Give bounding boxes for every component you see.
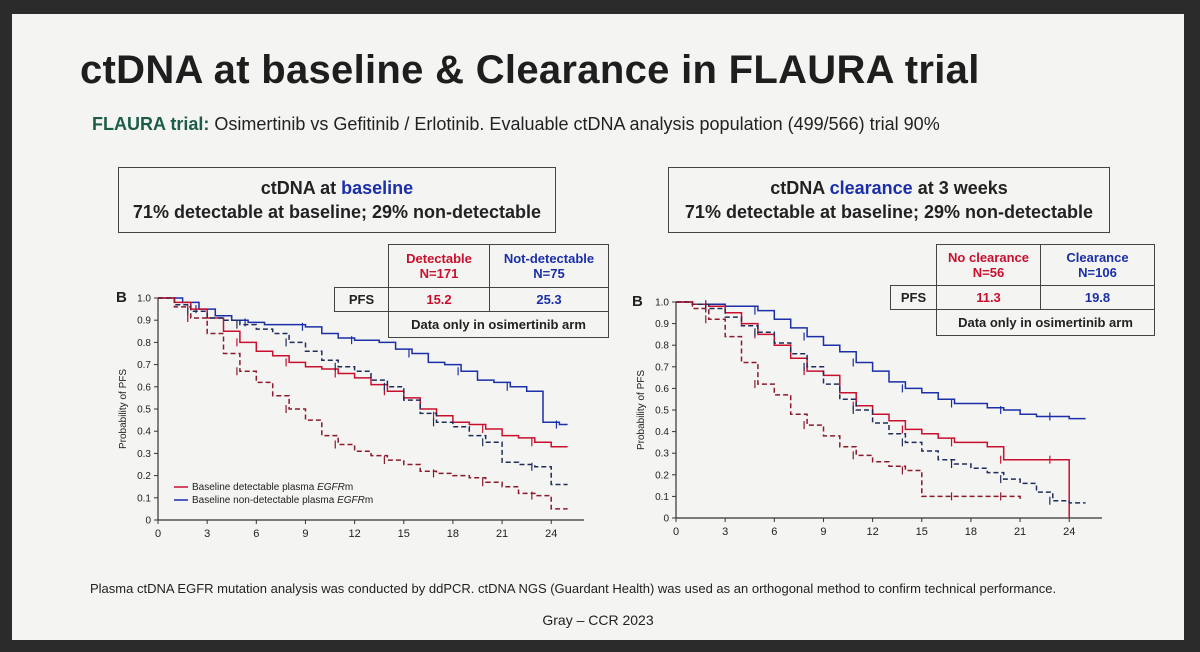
- slide-title: ctDNA at baseline & Clearance in FLAURA …: [80, 48, 980, 92]
- baseline-series-1-line: [158, 297, 568, 448]
- clearance-series-2-line: [676, 301, 1086, 504]
- baseline-ytick-label: 0.6: [137, 382, 151, 393]
- baseline-header-box: ctDNA at baseline 71% detectable at base…: [118, 167, 556, 233]
- baseline-ylabel: Probability of PFS: [118, 369, 129, 449]
- clearance-ytick-label: 0.7: [655, 362, 669, 373]
- baseline-ytick-label: 1.0: [137, 294, 151, 305]
- baseline-legend-label: Baseline detectable plasma EGFRm: [192, 482, 353, 493]
- baseline-xtick-label: 9: [302, 528, 308, 540]
- baseline-xtick-label: 18: [447, 528, 459, 540]
- clearance-ylabel: Probability of PFS: [636, 370, 647, 450]
- clearance-xtick-label: 18: [965, 526, 977, 538]
- baseline-header-prefix: ctDNA at: [260, 178, 337, 198]
- baseline-ytick-label: 0.5: [137, 405, 151, 416]
- clearance-km-chart: 0 3 6 9 12 15 18 21 24 0 0.1 0.2 0.3 0.4 0.5 0.6 0.7 0.8 0…: [632, 293, 1102, 538]
- subtitle-text: Osimertinib vs Gefitinib / Erlotinib. Ev…: [214, 114, 940, 134]
- clearance-xtick-label: 3: [722, 526, 728, 538]
- clearance-series-0-line: [676, 301, 1086, 420]
- baseline-header-line2: 71% detectable at baseline; 29% non-dete…: [132, 202, 542, 222]
- clearance-ytick-label: 0.9: [655, 319, 669, 330]
- clearance-xtick-label: 9: [820, 526, 826, 538]
- baseline-km-chart: 0 3 6 9 12 15 18 21 24 0 0.1 0.2 0.3 0.4 0.5 0.6 0.7 0.8 0…: [116, 289, 584, 540]
- clearance-ytick-label: 0.4: [655, 427, 669, 438]
- clearance-table-note: Data only in osimertinib arm: [936, 309, 1155, 336]
- citation: Gray – CCR 2023: [542, 612, 654, 628]
- subtitle-tag: FLAURA trial:: [92, 114, 210, 134]
- clearance-header-suffix: at 3 weeks: [917, 178, 1008, 198]
- baseline-ytick-label: 0.7: [137, 360, 151, 371]
- baseline-series-2-line: [158, 297, 568, 486]
- baseline-legend-label: Baseline non-detectable plasma EGFRm: [192, 495, 373, 506]
- slide-subtitle: FLAURA trial: Osimertinib vs Gefitinib /…: [92, 114, 940, 135]
- clearance-series-3-line: [676, 301, 1021, 501]
- baseline-ytick-label: 0.9: [137, 316, 151, 327]
- baseline-xtick-label: 15: [398, 528, 410, 540]
- baseline-header-line1: ctDNA at baseline: [119, 176, 555, 200]
- baseline-ytick-label: 0.3: [137, 449, 151, 460]
- baseline-series-3-line: [158, 297, 568, 510]
- baseline-xtick-label: 6: [253, 528, 259, 540]
- baseline-header-highlight: baseline: [341, 178, 414, 198]
- baseline-table-note: Data only in osimertinib arm: [388, 311, 609, 338]
- baseline-xtick-label: 0: [155, 528, 161, 540]
- clearance-header-line1: ctDNA clearance at 3 weeks: [669, 176, 1109, 200]
- clearance-col2-header: Clearance N=106: [1040, 244, 1155, 286]
- clearance-xtick-label: 21: [1014, 526, 1026, 538]
- baseline-xtick-label: 21: [496, 528, 508, 540]
- clearance-xtick-label: 15: [916, 526, 928, 538]
- clearance-ytick-label: 0.2: [655, 470, 669, 481]
- baseline-ytick-label: 0.4: [137, 427, 151, 438]
- clearance-xtick-label: 24: [1063, 526, 1075, 538]
- clearance-ytick-label: 0.1: [655, 492, 669, 503]
- clearance-col1-header: No clearance N=56: [936, 244, 1041, 286]
- baseline-series-0-line: [158, 297, 568, 426]
- baseline-xtick-label: 12: [348, 528, 360, 540]
- baseline-xtick-label: 3: [204, 528, 210, 540]
- baseline-ytick-label: 0.2: [137, 471, 151, 482]
- footnote: Plasma ctDNA EGFR mutation analysis was …: [90, 581, 1057, 596]
- clearance-ytick-label: 0.3: [655, 449, 669, 460]
- clearance-ytick-label: 0: [663, 514, 669, 525]
- clearance-panel-label: B: [632, 293, 643, 310]
- clearance-xtick-label: 0: [673, 526, 679, 538]
- baseline-panel-label: B: [116, 289, 127, 306]
- clearance-header-highlight: clearance: [829, 178, 913, 198]
- slide: ctDNA at baseline & Clearance in FLAURA …: [12, 14, 1184, 640]
- baseline-ytick-label: 0: [145, 516, 151, 527]
- baseline-ytick-label: 0.1: [137, 493, 151, 504]
- baseline-xtick-label: 24: [545, 528, 557, 540]
- clearance-ytick-label: 0.6: [655, 384, 669, 395]
- clearance-xtick-label: 6: [771, 526, 777, 538]
- clearance-xtick-label: 12: [866, 526, 878, 538]
- baseline-ytick-label: 0.8: [137, 338, 151, 349]
- clearance-header-prefix: ctDNA: [770, 178, 825, 198]
- clearance-header-line2: 71% detectable at baseline; 29% non-dete…: [684, 202, 1094, 222]
- clearance-ytick-label: 1.0: [655, 298, 669, 309]
- clearance-header-box: ctDNA clearance at 3 weeks 71% detectabl…: [668, 167, 1110, 233]
- clearance-ytick-label: 0.8: [655, 341, 669, 352]
- clearance-ytick-label: 0.5: [655, 406, 669, 417]
